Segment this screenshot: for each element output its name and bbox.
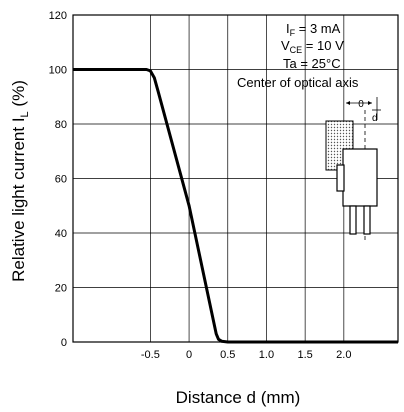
y-tick-label: 20 bbox=[55, 283, 67, 295]
y-tick-label: 100 bbox=[49, 65, 67, 77]
x-tick-label: 0 bbox=[186, 349, 192, 361]
y-tick-label: 60 bbox=[55, 174, 67, 186]
detector-lead-left bbox=[349, 205, 357, 235]
x-tick-label: 1.0 bbox=[259, 349, 274, 361]
x-tick-label: -0.5 bbox=[141, 349, 160, 361]
y-tick-label: 80 bbox=[55, 119, 67, 131]
y-tick-label: 120 bbox=[49, 10, 67, 22]
x-tick-label: 1.5 bbox=[297, 349, 312, 361]
arrow-left-icon bbox=[346, 101, 350, 105]
y-axis-title: Relative light current IL (%) bbox=[9, 80, 31, 282]
condition-if: IF = 3 mA bbox=[286, 21, 341, 38]
condition-vce: VCE = 10 V bbox=[281, 38, 344, 55]
series-line bbox=[73, 68, 398, 344]
y-tick-label: 40 bbox=[55, 228, 67, 240]
condition-axis: Center of optical axis bbox=[237, 75, 359, 90]
x-tick-label: 0.5 bbox=[220, 349, 235, 361]
condition-ta: Ta = 25°C bbox=[283, 56, 341, 71]
arrow-right-icon bbox=[368, 101, 372, 105]
detector-lens bbox=[336, 164, 345, 192]
y-tick-label: 0 bbox=[61, 337, 67, 349]
dimension-d-label: d bbox=[372, 113, 378, 124]
axis-ticks: -0.5 0 0.5 1.0 1.5 2.0 0 20 40 60 80 100 120 bbox=[49, 10, 352, 361]
series-layer bbox=[73, 68, 398, 344]
x-tick-label: 2.0 bbox=[336, 349, 351, 361]
inset-diagram: 0 d bbox=[325, 97, 381, 240]
detector-lead-right bbox=[363, 205, 371, 235]
detector-body bbox=[342, 148, 378, 207]
conditions-annotation: IF = 3 mA VCE = 10 V Ta = 25°C Center of… bbox=[237, 21, 359, 90]
x-axis-title: Distance d (mm) bbox=[176, 388, 301, 407]
dimension-zero-label: 0 bbox=[358, 99, 364, 110]
